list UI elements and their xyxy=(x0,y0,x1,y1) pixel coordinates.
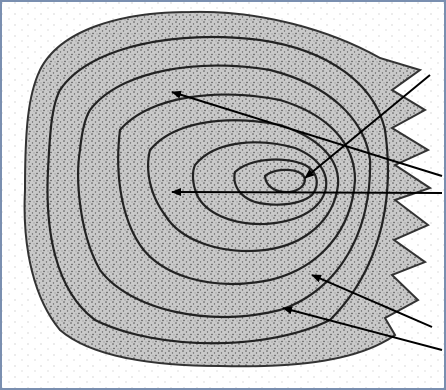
arrow xyxy=(172,192,442,193)
diagram xyxy=(0,0,446,390)
